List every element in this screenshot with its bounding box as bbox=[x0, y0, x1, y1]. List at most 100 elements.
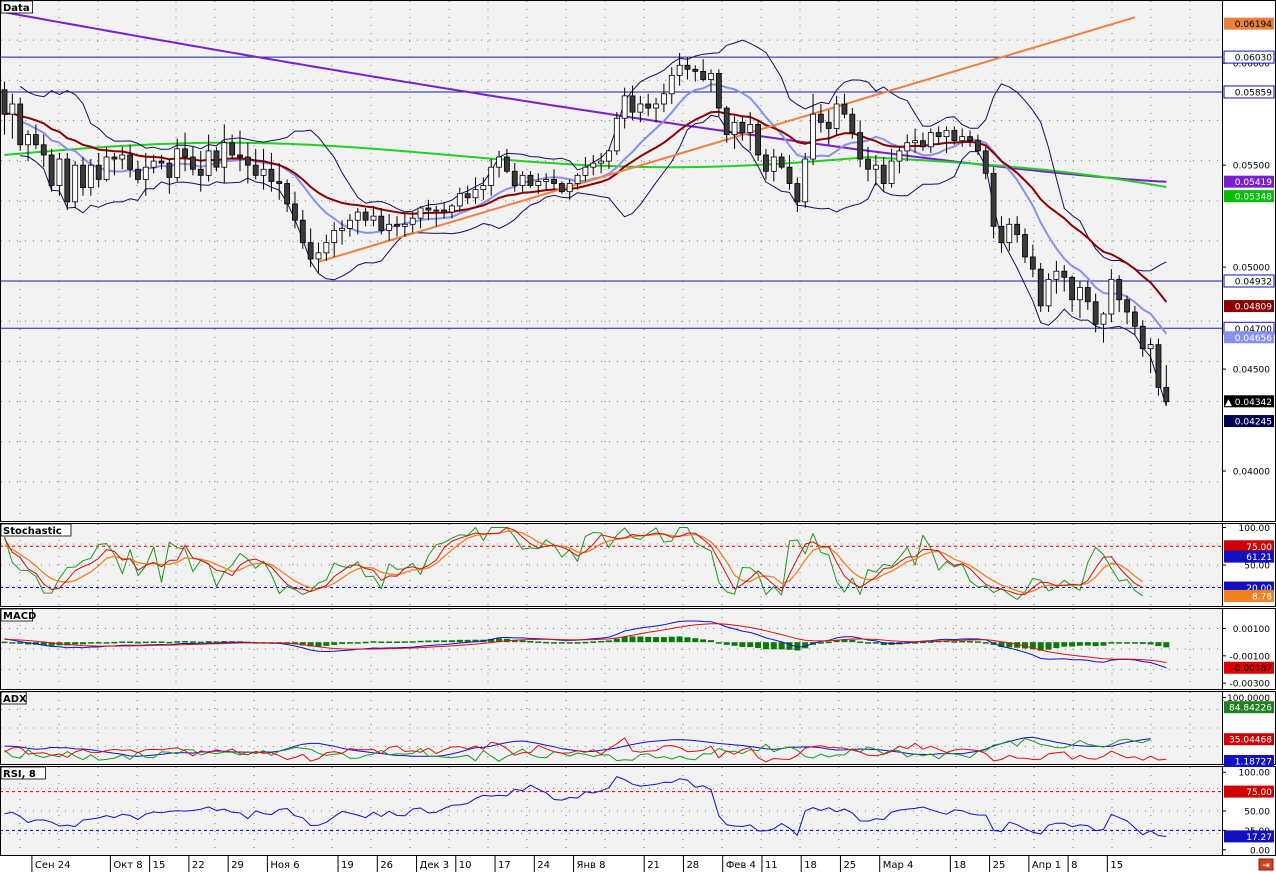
macd-axis-tick-label: -0.00300 bbox=[1230, 680, 1271, 690]
candle-body bbox=[315, 252, 322, 260]
macd-axis-tick-label: 0.00100 bbox=[1233, 625, 1270, 635]
macd-histogram-bar bbox=[1045, 642, 1052, 650]
macd-histogram-bar bbox=[519, 640, 526, 643]
main-axis-tick-label: 0.05500 bbox=[1233, 162, 1270, 172]
macd-histogram-bar bbox=[1147, 642, 1154, 645]
macd-histogram-bar bbox=[142, 641, 149, 644]
candle-body bbox=[158, 160, 165, 164]
candle-body bbox=[982, 150, 989, 174]
macd-histogram-bar bbox=[48, 642, 55, 646]
candle-body bbox=[299, 219, 306, 244]
macd-histogram-bar bbox=[1053, 642, 1060, 649]
candle-body bbox=[1022, 234, 1028, 258]
candle-body bbox=[80, 164, 86, 188]
candle-body bbox=[33, 134, 39, 146]
macd-histogram-bar bbox=[582, 641, 589, 644]
candle-body bbox=[543, 179, 550, 182]
candle-body bbox=[700, 70, 707, 80]
candle-body bbox=[676, 64, 683, 76]
candle-body bbox=[1139, 325, 1146, 350]
candle-body bbox=[150, 160, 157, 168]
time-axis-label: 26 bbox=[380, 860, 393, 871]
main-value-badge bbox=[1223, 85, 1275, 99]
adx-value-badge bbox=[1224, 755, 1274, 768]
macd-histogram-bar bbox=[323, 642, 330, 646]
candle-body bbox=[527, 174, 534, 186]
main-value-badge bbox=[1224, 415, 1274, 428]
macd-histogram-bar bbox=[959, 640, 966, 643]
candle-body bbox=[582, 166, 589, 176]
candle-body bbox=[731, 121, 738, 135]
candle-body bbox=[519, 174, 526, 186]
macd-histogram-bar bbox=[982, 642, 989, 644]
macd-histogram-bar bbox=[770, 642, 777, 650]
stoch-plot-area bbox=[0, 523, 1222, 607]
time-axis-label: 17 bbox=[498, 860, 511, 871]
time-axis-label: 18 bbox=[953, 860, 966, 871]
macd-histogram-bar bbox=[700, 639, 707, 643]
bollinger-lower-line bbox=[20, 114, 1167, 406]
macd-histogram-bar bbox=[919, 641, 926, 644]
macd-histogram-bar bbox=[409, 641, 416, 643]
candle-body bbox=[763, 154, 769, 172]
macd-histogram-bar bbox=[645, 636, 652, 643]
candle-body bbox=[1077, 287, 1083, 301]
candle-body bbox=[558, 183, 565, 193]
time-axis-background bbox=[0, 856, 1276, 872]
macd-histogram-bar bbox=[1092, 642, 1099, 647]
candle-body bbox=[645, 103, 652, 109]
macd-histogram-bar bbox=[425, 640, 432, 643]
candle-body bbox=[174, 148, 181, 178]
rsi-value-badge bbox=[1224, 830, 1274, 843]
macd-axis-tick-label: -0.00100 bbox=[1230, 652, 1271, 662]
candle-body bbox=[56, 158, 63, 186]
stoch-value-badge-label: 61.21 bbox=[1246, 553, 1272, 563]
macd-histogram-bar bbox=[72, 642, 79, 645]
macd-histogram-bar bbox=[841, 639, 848, 643]
candle-body bbox=[778, 156, 785, 168]
main-axis-tick-label: 0.04000 bbox=[1233, 468, 1270, 478]
rsi-panel-label-box bbox=[0, 766, 46, 780]
macd-histogram-bar bbox=[1108, 642, 1115, 644]
candle-body bbox=[339, 227, 345, 231]
macd-histogram-bar bbox=[833, 639, 840, 643]
macd-histogram-bar bbox=[857, 641, 864, 643]
candle-body bbox=[276, 181, 283, 184]
stoch-value-badge bbox=[1224, 550, 1274, 563]
main-value-badge bbox=[1224, 395, 1274, 408]
macd-histogram-bar bbox=[17, 642, 24, 644]
candle-body bbox=[409, 217, 416, 225]
main-value-badge bbox=[1223, 274, 1275, 288]
candle-body bbox=[205, 150, 212, 176]
macd-histogram-bar bbox=[802, 642, 809, 649]
macd-histogram-bar bbox=[394, 641, 400, 643]
candle-body bbox=[951, 130, 958, 142]
macd-histogram-bar bbox=[362, 641, 369, 644]
macd-histogram-bar bbox=[464, 639, 471, 643]
macd-histogram-bar bbox=[566, 642, 573, 644]
macd-histogram-bar bbox=[1116, 642, 1123, 644]
adx-value-badge-label: 1.18727 bbox=[1235, 758, 1272, 768]
macd-histogram-bar bbox=[496, 638, 503, 643]
macd-histogram-bar bbox=[786, 642, 793, 650]
main-axis-tick-label: 0.06000 bbox=[1233, 60, 1270, 70]
candle-body bbox=[535, 181, 542, 186]
macd-histogram-bar bbox=[574, 642, 581, 644]
macd-histogram-bar bbox=[794, 642, 801, 651]
candle-body bbox=[802, 158, 809, 203]
main-value-badge-label: 0.04700 bbox=[1235, 325, 1272, 335]
candle-body bbox=[244, 156, 251, 166]
main-value-badge-label: 0.06194 bbox=[1235, 20, 1272, 30]
stoch-value-badge-label: 75.00 bbox=[1246, 543, 1272, 553]
macd-histogram-bar bbox=[535, 641, 542, 643]
macd-histogram-bar bbox=[660, 637, 667, 643]
scroll-end-button[interactable] bbox=[1258, 858, 1274, 871]
series-layer bbox=[1, 11, 1170, 837]
macd-histogram-bar bbox=[378, 641, 385, 643]
candle-body bbox=[496, 156, 502, 168]
candle-body bbox=[166, 162, 173, 178]
main-value-badge bbox=[1223, 50, 1275, 64]
macd-histogram-bar bbox=[998, 642, 1005, 647]
candle-body bbox=[849, 113, 856, 133]
main-axis-tick-label: 0.04500 bbox=[1233, 366, 1270, 376]
